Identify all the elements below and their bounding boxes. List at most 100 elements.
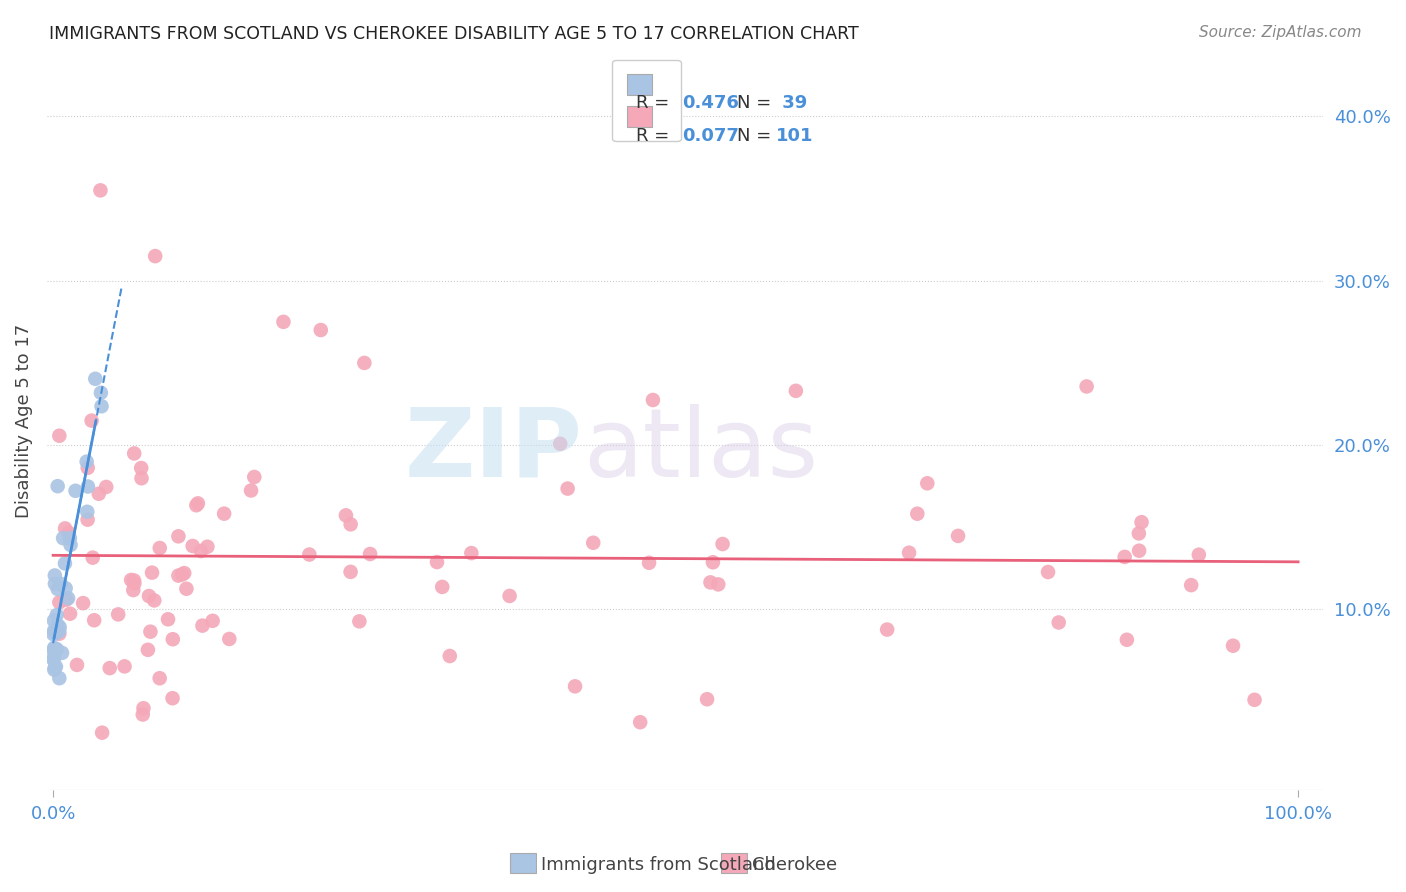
Point xyxy=(42,651,65,665)
Point xyxy=(181,539,204,553)
Point xyxy=(42,652,65,666)
Point xyxy=(201,614,224,628)
Point xyxy=(273,315,295,329)
Point xyxy=(1188,548,1211,562)
Point xyxy=(46,582,69,596)
Point xyxy=(90,385,112,400)
Point xyxy=(44,663,66,677)
Point xyxy=(72,596,94,610)
Point xyxy=(76,505,98,519)
Point xyxy=(44,661,66,675)
Point xyxy=(707,577,730,591)
Point xyxy=(45,626,67,640)
Point xyxy=(87,487,110,501)
Text: 101: 101 xyxy=(776,127,814,145)
Point xyxy=(45,608,67,623)
Point xyxy=(696,692,718,706)
Point xyxy=(48,626,70,640)
Point xyxy=(122,574,145,588)
Point xyxy=(83,613,105,627)
Point xyxy=(44,643,66,657)
Point xyxy=(243,470,266,484)
Point xyxy=(143,249,166,263)
Point xyxy=(42,644,65,658)
Point xyxy=(76,455,98,469)
Point xyxy=(1128,543,1150,558)
Point xyxy=(1130,515,1153,529)
Point xyxy=(76,460,98,475)
Point xyxy=(59,538,82,552)
Point xyxy=(157,612,180,626)
Bar xyxy=(721,854,747,873)
Point xyxy=(167,529,190,543)
Point xyxy=(132,707,155,722)
Point xyxy=(1128,526,1150,541)
Point xyxy=(1076,379,1098,393)
Point xyxy=(48,595,70,609)
Point xyxy=(139,624,162,639)
Text: Immigrants from Scotland: Immigrants from Scotland xyxy=(541,856,776,874)
Point xyxy=(124,576,146,591)
Point xyxy=(240,483,263,498)
Point xyxy=(46,618,69,632)
Y-axis label: Disability Age 5 to 17: Disability Age 5 to 17 xyxy=(15,323,32,517)
Text: IMMIGRANTS FROM SCOTLAND VS CHEROKEE DISABILITY AGE 5 TO 17 CORRELATION CHART: IMMIGRANTS FROM SCOTLAND VS CHEROKEE DIS… xyxy=(49,25,859,43)
Point xyxy=(339,565,361,579)
Point xyxy=(946,529,969,543)
Point xyxy=(149,671,172,685)
Point xyxy=(187,496,209,510)
Point xyxy=(42,627,65,641)
Point xyxy=(557,482,579,496)
Point xyxy=(1222,639,1244,653)
Point xyxy=(582,535,605,549)
Point xyxy=(65,483,87,498)
Point xyxy=(48,428,70,442)
Point xyxy=(45,659,67,673)
Point xyxy=(53,557,76,571)
Point xyxy=(498,589,520,603)
Bar xyxy=(510,854,536,873)
Point xyxy=(42,614,65,628)
Point xyxy=(711,537,734,551)
Point xyxy=(1036,565,1059,579)
Point xyxy=(42,624,65,638)
Text: 0.077: 0.077 xyxy=(682,127,738,145)
Point xyxy=(641,392,664,407)
Point xyxy=(190,544,212,558)
Point xyxy=(162,691,184,706)
Point xyxy=(59,531,82,545)
Point xyxy=(339,517,361,532)
Point xyxy=(1115,632,1137,647)
Point xyxy=(628,715,651,730)
Legend: , : , xyxy=(613,60,681,141)
Point xyxy=(149,541,172,555)
Point xyxy=(876,623,898,637)
Point xyxy=(55,592,77,607)
Point xyxy=(122,446,145,460)
Point xyxy=(1243,693,1265,707)
Point xyxy=(212,507,235,521)
Point xyxy=(917,476,939,491)
Point xyxy=(114,659,136,673)
Point xyxy=(82,550,104,565)
Point xyxy=(51,646,73,660)
Point xyxy=(195,540,218,554)
Point xyxy=(176,582,198,596)
Point xyxy=(132,701,155,715)
Point xyxy=(186,498,208,512)
Text: Cherokee: Cherokee xyxy=(752,856,838,874)
Point xyxy=(564,679,586,693)
Point xyxy=(90,399,112,413)
Point xyxy=(173,566,195,580)
Text: N =: N = xyxy=(737,94,776,112)
Text: atlas: atlas xyxy=(583,403,818,497)
Point xyxy=(52,531,75,545)
Point xyxy=(335,508,357,523)
Point xyxy=(91,725,114,739)
Point xyxy=(58,525,80,540)
Point xyxy=(460,546,482,560)
Point xyxy=(702,555,724,569)
Point xyxy=(107,607,129,622)
Point xyxy=(42,641,65,656)
Point xyxy=(349,615,371,629)
